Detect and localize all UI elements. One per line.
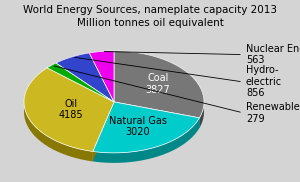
Polygon shape (47, 63, 56, 78)
Polygon shape (89, 51, 114, 102)
Polygon shape (114, 102, 200, 128)
Text: Renewables
279: Renewables 279 (246, 102, 300, 124)
Text: Natural Gas
3020: Natural Gas 3020 (109, 116, 167, 137)
Polygon shape (114, 51, 204, 128)
Text: Oil
4185: Oil 4185 (59, 99, 83, 120)
Polygon shape (93, 102, 200, 153)
Text: World Energy Sources, nameplate capacity 2013: World Energy Sources, nameplate capacity… (23, 5, 277, 15)
Polygon shape (24, 68, 93, 161)
Text: Million tonnes oil equivalent: Million tonnes oil equivalent (76, 18, 224, 28)
Polygon shape (93, 102, 114, 161)
Polygon shape (93, 102, 114, 161)
Text: Nuclear Energy
563: Nuclear Energy 563 (246, 44, 300, 65)
Polygon shape (89, 51, 114, 63)
Polygon shape (114, 51, 204, 118)
Polygon shape (114, 102, 200, 128)
Polygon shape (93, 118, 200, 163)
Polygon shape (56, 53, 89, 73)
Text: Coal
3827: Coal 3827 (146, 73, 170, 95)
Polygon shape (24, 68, 114, 151)
Polygon shape (56, 53, 114, 102)
Polygon shape (47, 63, 114, 102)
Text: Hydro-
electric
856: Hydro- electric 856 (246, 65, 282, 98)
